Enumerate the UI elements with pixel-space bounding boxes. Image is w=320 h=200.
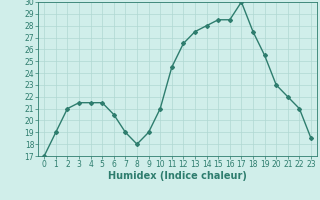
- X-axis label: Humidex (Indice chaleur): Humidex (Indice chaleur): [108, 171, 247, 181]
